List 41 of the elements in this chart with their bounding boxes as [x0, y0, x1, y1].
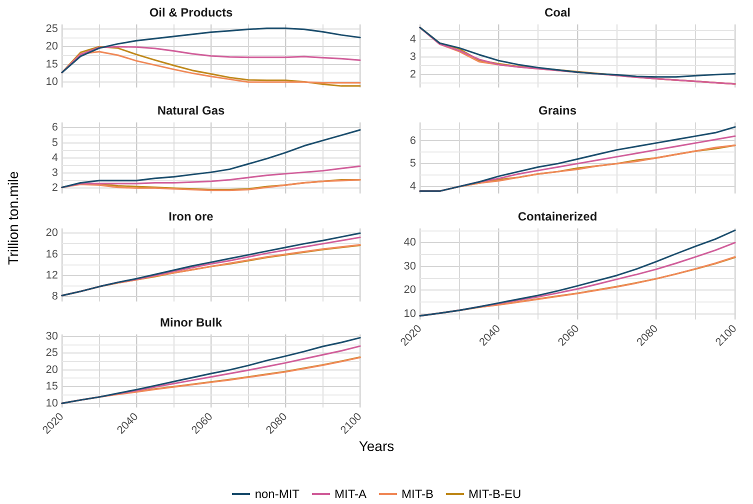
chart-title: Natural Gas	[157, 104, 226, 118]
y-tick-label: 40	[404, 236, 416, 249]
chart-title: Coal	[544, 6, 571, 20]
y-tick-label: 8	[52, 290, 58, 303]
y-tick-label: 2	[52, 182, 58, 194]
y-tick-label: 10	[46, 397, 58, 410]
y-tick-label: 4	[52, 152, 58, 164]
y-tick-label: 3	[52, 167, 58, 180]
y-tick-label: 12	[46, 270, 58, 282]
y-tick-label: 5	[410, 158, 416, 170]
y-tick-label: 15	[46, 58, 58, 70]
y-tick-label: 25	[46, 347, 58, 360]
y-tick-label: 16	[46, 248, 58, 260]
y-tick-label: 2	[410, 68, 416, 80]
y-tick-label: 4	[410, 180, 416, 193]
y-tick-label: 10	[404, 308, 416, 320]
x-axis-title: Years	[358, 438, 396, 454]
y-tick-label: 5	[52, 136, 58, 149]
y-tick-label: 20	[46, 364, 58, 376]
y-axis-title: Trillion ton.mile	[5, 170, 21, 267]
y-tick-label: 3	[410, 50, 416, 63]
chart-title: Iron ore	[168, 210, 214, 224]
y-tick-label: 6	[52, 122, 58, 134]
y-tick-label: 20	[46, 227, 58, 240]
legend-label: MIT-A	[334, 487, 366, 501]
y-tick-label: 20	[46, 40, 58, 53]
chart-title: Oil & Products	[149, 6, 233, 20]
y-tick-label: 4	[410, 33, 416, 46]
y-tick-label: 6	[410, 134, 416, 147]
legend-label: MIT-B-EU	[468, 487, 522, 501]
y-tick-label: 25	[46, 23, 58, 36]
y-tick-label: 10	[46, 76, 58, 88]
chart-title: Containerized	[518, 210, 598, 224]
chart-title: Grains	[538, 104, 577, 118]
chart-title: Minor Bulk	[160, 316, 222, 330]
legend-label: MIT-B	[402, 487, 434, 501]
y-tick-label: 30	[46, 330, 58, 342]
y-tick-label: 20	[404, 284, 416, 296]
legend-label: non-MIT	[254, 487, 300, 501]
y-tick-label: 15	[46, 380, 58, 393]
y-tick-label: 30	[404, 260, 416, 272]
